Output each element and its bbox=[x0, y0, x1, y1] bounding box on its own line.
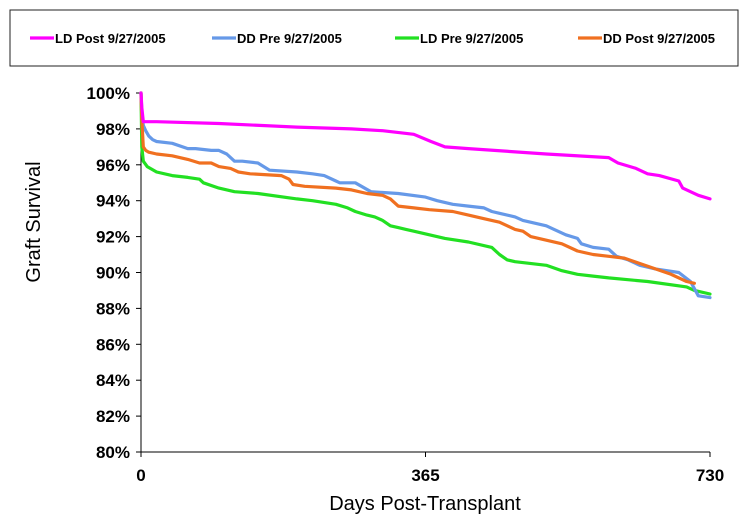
legend-label: LD Post 9/27/2005 bbox=[55, 31, 166, 46]
series-line-1 bbox=[139, 91, 712, 201]
legend: LD Post 9/27/2005 DD Pre 9/27/2005 LD Pre … bbox=[9, 9, 739, 67]
legend-box bbox=[9, 9, 739, 67]
y-tick-label: 90% bbox=[96, 264, 130, 283]
x-axis: 0 365 730 bbox=[136, 452, 724, 485]
series-line-2 bbox=[139, 91, 712, 300]
y-tick-label: 82% bbox=[96, 407, 130, 426]
y-tick-label: 84% bbox=[96, 371, 130, 390]
y-tick-label: 80% bbox=[96, 443, 130, 462]
legend-label: DD Post 9/27/2005 bbox=[603, 31, 715, 46]
x-tick-label: 730 bbox=[696, 466, 724, 485]
series-line-3 bbox=[139, 91, 712, 296]
y-axis: 80% 82% 84% 86% 88% 90% 92% 94% 96% 98% 100% bbox=[87, 84, 141, 462]
y-tick-label: 94% bbox=[96, 192, 130, 211]
series-group bbox=[139, 91, 712, 300]
y-tick-label: 86% bbox=[96, 335, 130, 354]
y-tick-label: 96% bbox=[96, 156, 130, 175]
legend-label: DD Pre 9/27/2005 bbox=[237, 31, 342, 46]
y-axis-title: Graft Survival bbox=[23, 161, 45, 282]
x-axis-title: Days Post-Transplant bbox=[329, 493, 521, 515]
y-tick-label: 98% bbox=[96, 120, 130, 139]
x-tick-label: 0 bbox=[136, 466, 145, 485]
y-tick-label: 92% bbox=[96, 228, 130, 247]
y-tick-label: 88% bbox=[96, 299, 130, 318]
legend-label: LD Pre 9/27/2005 bbox=[420, 31, 523, 46]
series-line-4 bbox=[139, 91, 696, 285]
x-tick-label: 365 bbox=[411, 466, 439, 485]
y-tick-label: 100% bbox=[87, 84, 130, 103]
